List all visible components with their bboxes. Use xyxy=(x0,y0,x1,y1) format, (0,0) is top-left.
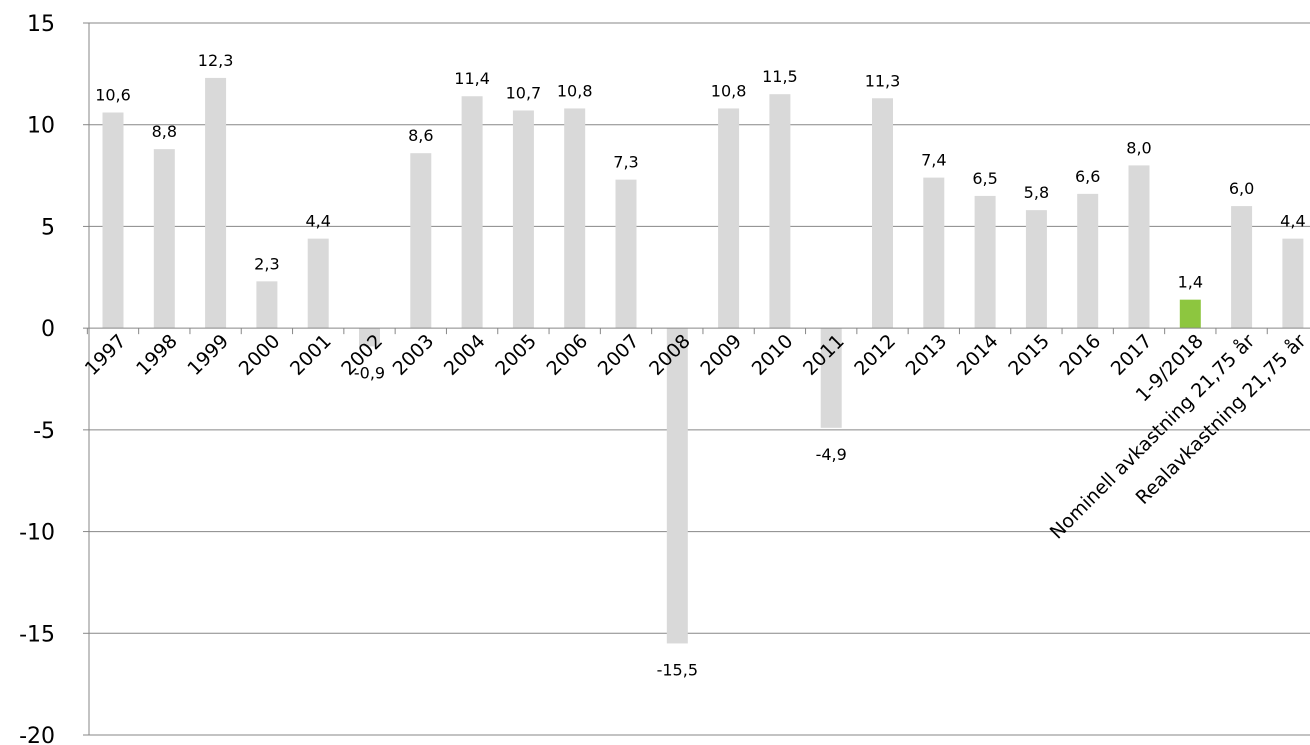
x-tick-labels: 1997 1998 1999 2000 2001 2002 2003 2004 2005 2006… xyxy=(81,329,1310,543)
bar-2002 xyxy=(359,328,380,347)
bar-2015 xyxy=(1025,210,1047,329)
data-label: 8,8 xyxy=(152,122,177,141)
bar-2007 xyxy=(615,179,637,329)
x-tick-label: 2013 xyxy=(902,330,952,380)
x-tick-label: 2007 xyxy=(594,330,644,380)
data-label: 4,4 xyxy=(1280,212,1305,231)
data-label: 1,4 xyxy=(1178,273,1203,292)
data-label: 2,3 xyxy=(254,254,279,273)
x-tick-label: 2012 xyxy=(850,330,900,380)
x-tick-label: 2014 xyxy=(953,330,1003,380)
bar-2008 xyxy=(666,328,688,644)
x-tick-label: 1998 xyxy=(132,330,182,380)
data-label: 7,3 xyxy=(613,153,638,172)
bars xyxy=(102,77,1304,644)
x-tick-label: 2016 xyxy=(1055,330,1105,380)
data-label: -4,9 xyxy=(816,445,847,464)
data-label: 10,8 xyxy=(557,81,593,100)
data-label: 8,0 xyxy=(1126,138,1151,157)
bar-2011 xyxy=(820,328,842,428)
bar-1999 xyxy=(205,77,227,329)
bar-2013 xyxy=(923,177,945,329)
y-tick-label: -5 xyxy=(33,419,55,444)
bar-2000 xyxy=(256,281,278,329)
bar-2012 xyxy=(872,98,893,329)
data-label: 6,0 xyxy=(1229,179,1254,198)
data-label: -0,9 xyxy=(354,363,385,382)
bar-1998 xyxy=(153,149,175,329)
bar-nominell-avkastning-21-75-r xyxy=(1231,206,1253,329)
x-tick-label: 2005 xyxy=(491,330,541,380)
data-label: 11,5 xyxy=(762,67,798,86)
data-label: 10,8 xyxy=(711,81,747,100)
bar-2001 xyxy=(307,238,329,329)
bar-2017 xyxy=(1128,165,1150,329)
y-tick-label: -10 xyxy=(19,521,55,546)
x-tick-label: 1999 xyxy=(183,330,233,380)
bar-1-9-2018 xyxy=(1179,299,1201,329)
data-label: -15,5 xyxy=(657,660,698,679)
y-tick-label: 0 xyxy=(41,317,55,342)
bar-2014 xyxy=(974,195,996,329)
bar-2009 xyxy=(718,108,740,329)
x-tick-label: 2001 xyxy=(286,330,336,380)
data-label: 12,3 xyxy=(198,51,234,70)
bar-2003 xyxy=(410,153,432,329)
bar-2006 xyxy=(564,108,586,329)
bar-2016 xyxy=(1077,193,1099,329)
axes xyxy=(83,22,1310,736)
y-tick-label: -15 xyxy=(19,622,55,647)
x-tick-label: 2003 xyxy=(389,330,439,380)
data-label: 11,3 xyxy=(865,71,901,90)
x-tick-label: 2004 xyxy=(440,330,490,380)
gridlines xyxy=(89,22,1310,736)
bar-2004 xyxy=(461,96,483,329)
data-label: 10,7 xyxy=(506,83,542,102)
x-tick-label: 2000 xyxy=(235,330,285,380)
data-label: 5,8 xyxy=(1024,183,1049,202)
bar-realavkastning-21-75-r xyxy=(1282,238,1304,329)
x-tick-label: 1997 xyxy=(81,330,131,380)
data-label: 6,6 xyxy=(1075,167,1100,186)
data-label: 11,4 xyxy=(454,69,490,88)
bar-2010 xyxy=(769,94,791,329)
y-tick-label: -20 xyxy=(19,724,55,745)
data-labels: 10,6 8,8 12,3 2,3 4,4 -0,9 8,6 11,4 10,7 10,8 7,3 -… xyxy=(95,51,1305,680)
y-tick-label: 15 xyxy=(27,12,55,37)
y-tick-label: 5 xyxy=(41,215,55,240)
y-tick-labels: 15 10 5 0 -5 -10 -15 -20 xyxy=(19,12,55,745)
x-tick-label: 2009 xyxy=(696,330,746,380)
data-label: 7,4 xyxy=(921,151,946,170)
x-tick-label: 2006 xyxy=(542,330,592,380)
x-tick-label: 2010 xyxy=(748,330,798,380)
data-label: 8,6 xyxy=(408,126,433,145)
y-tick-label: 10 xyxy=(27,114,55,139)
bar-2005 xyxy=(512,110,534,329)
data-label: 6,5 xyxy=(972,169,997,188)
x-tick-label: 2015 xyxy=(1004,330,1054,380)
bar-1997 xyxy=(102,112,124,329)
data-label: 4,4 xyxy=(305,212,330,231)
data-label: 10,6 xyxy=(95,86,131,105)
